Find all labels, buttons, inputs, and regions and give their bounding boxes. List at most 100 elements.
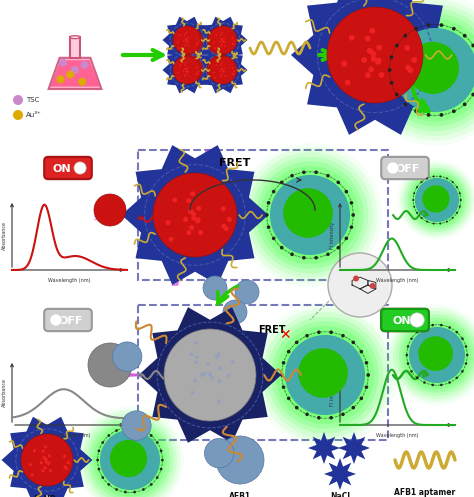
Circle shape: [124, 426, 127, 429]
Circle shape: [440, 384, 443, 386]
Text: ON: ON: [52, 164, 71, 174]
Circle shape: [376, 58, 382, 63]
Circle shape: [76, 406, 184, 497]
Circle shape: [161, 459, 164, 461]
Circle shape: [416, 377, 419, 379]
Circle shape: [112, 342, 142, 371]
Text: AuNPs: AuNPs: [33, 495, 61, 497]
Circle shape: [190, 353, 193, 356]
Circle shape: [408, 170, 466, 230]
Circle shape: [375, 59, 381, 65]
Circle shape: [165, 220, 171, 225]
Circle shape: [185, 38, 187, 40]
Circle shape: [185, 43, 187, 45]
Circle shape: [370, 283, 376, 289]
Circle shape: [227, 374, 231, 377]
Circle shape: [456, 377, 458, 379]
Circle shape: [440, 324, 443, 327]
Circle shape: [21, 434, 73, 486]
Circle shape: [219, 71, 221, 72]
Circle shape: [164, 329, 256, 421]
Circle shape: [188, 75, 190, 77]
Circle shape: [233, 44, 234, 45]
Circle shape: [235, 280, 259, 304]
Circle shape: [215, 64, 217, 66]
Circle shape: [187, 41, 189, 42]
Circle shape: [231, 360, 235, 364]
Circle shape: [407, 362, 409, 365]
Circle shape: [420, 217, 422, 219]
Circle shape: [402, 166, 472, 235]
Circle shape: [396, 314, 474, 396]
Circle shape: [218, 379, 221, 383]
Circle shape: [243, 148, 377, 282]
Circle shape: [67, 461, 70, 464]
Circle shape: [232, 43, 234, 45]
Text: Wavelength (nm): Wavelength (nm): [48, 278, 91, 283]
Circle shape: [187, 41, 189, 43]
Circle shape: [414, 27, 418, 31]
Circle shape: [345, 80, 351, 85]
Circle shape: [47, 461, 50, 464]
Circle shape: [427, 113, 430, 117]
Circle shape: [203, 372, 207, 375]
Circle shape: [327, 7, 423, 103]
Circle shape: [282, 361, 285, 365]
Circle shape: [411, 57, 417, 63]
Circle shape: [365, 36, 371, 41]
Circle shape: [78, 78, 86, 86]
Circle shape: [221, 68, 223, 70]
Circle shape: [221, 62, 223, 64]
Circle shape: [329, 331, 333, 334]
Circle shape: [379, 72, 384, 78]
Circle shape: [222, 39, 223, 41]
Circle shape: [196, 67, 197, 69]
Circle shape: [223, 41, 225, 42]
Circle shape: [452, 109, 456, 113]
Circle shape: [305, 334, 309, 337]
Circle shape: [215, 34, 217, 36]
Circle shape: [426, 177, 428, 179]
Circle shape: [448, 381, 451, 384]
Circle shape: [290, 252, 294, 256]
Circle shape: [193, 379, 197, 383]
Circle shape: [365, 72, 371, 78]
Circle shape: [222, 70, 223, 72]
FancyBboxPatch shape: [44, 157, 92, 179]
Circle shape: [94, 194, 126, 226]
Circle shape: [13, 95, 23, 105]
Circle shape: [100, 430, 160, 490]
Circle shape: [283, 188, 333, 238]
Circle shape: [220, 68, 222, 70]
Circle shape: [195, 219, 200, 224]
Circle shape: [215, 355, 219, 359]
Circle shape: [187, 71, 189, 73]
Circle shape: [267, 317, 383, 433]
Circle shape: [224, 75, 226, 77]
Circle shape: [189, 225, 194, 230]
Circle shape: [452, 181, 454, 183]
Circle shape: [408, 68, 413, 73]
Circle shape: [366, 373, 370, 377]
Circle shape: [186, 40, 187, 42]
Circle shape: [80, 410, 181, 497]
Circle shape: [232, 37, 233, 39]
Circle shape: [270, 175, 350, 255]
Circle shape: [314, 170, 318, 174]
Circle shape: [328, 253, 392, 317]
Circle shape: [253, 303, 397, 447]
Circle shape: [198, 71, 199, 73]
Circle shape: [413, 192, 415, 194]
Circle shape: [390, 308, 474, 402]
Text: OFF: OFF: [58, 316, 82, 326]
Circle shape: [183, 71, 185, 72]
Circle shape: [214, 77, 216, 79]
Circle shape: [302, 256, 306, 259]
Circle shape: [71, 66, 79, 74]
Circle shape: [238, 143, 382, 287]
Circle shape: [410, 370, 413, 373]
Circle shape: [400, 163, 474, 237]
Circle shape: [388, 68, 392, 72]
Polygon shape: [121, 145, 268, 285]
Polygon shape: [1, 416, 92, 497]
